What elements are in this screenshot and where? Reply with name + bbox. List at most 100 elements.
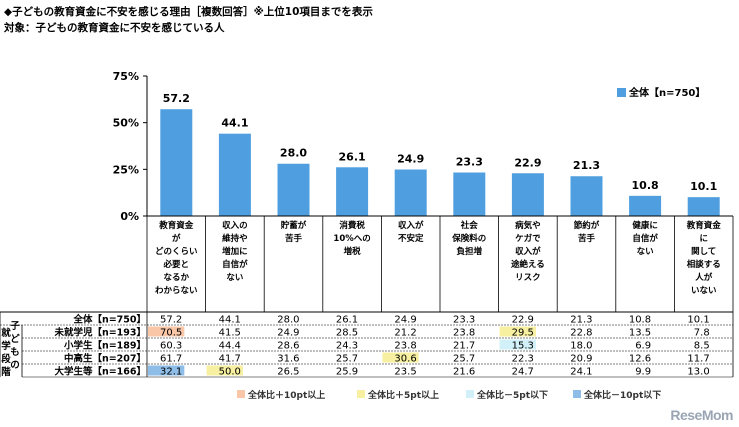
highlight-cell (148, 326, 185, 337)
table-cell: 32.1 (160, 367, 182, 378)
category-label: 教育資金に関して相談する人がいない (686, 220, 722, 296)
y-tick-label: 75% (113, 70, 139, 83)
table-cell: 24.3 (336, 341, 358, 352)
group-label-char: ど (10, 333, 20, 345)
table-row-label: 小学生【n=189】 (63, 340, 146, 352)
legend-box-label: 全体比－5pt以下 (476, 389, 548, 401)
table-cell: 25.7 (336, 354, 358, 365)
highlight-cell (206, 365, 243, 376)
table-cell: 21.7 (453, 341, 475, 352)
table-cell: 15.3 (512, 341, 534, 352)
bar (160, 109, 193, 216)
legend-box-label: 全体比－10pt以下 (583, 389, 661, 401)
table-row-label: 大学生等【n=166】 (54, 366, 146, 378)
category-label: 教育資金がどのくらい必要となるかわからない (155, 220, 198, 296)
bar-value-label: 10.8 (632, 179, 659, 192)
y-tick-label: 25% (113, 163, 139, 176)
table-cell: 61.7 (160, 354, 182, 365)
category-label: 社会保険料の負担増 (451, 220, 486, 257)
table-cell: 24.1 (570, 367, 592, 378)
table-cell: 50.0 (219, 367, 241, 378)
bar (277, 163, 310, 216)
legend-swatch (617, 88, 626, 97)
table-cell: 10.1 (687, 315, 709, 326)
table-cell: 9.9 (635, 367, 651, 378)
group-label-char: 階 (1, 366, 11, 378)
table-cell: 41.7 (219, 354, 241, 365)
table-cell: 22.8 (570, 328, 592, 339)
table-cell: 24.9 (277, 328, 299, 339)
table-cell: 26.5 (277, 367, 299, 378)
table-cell: 23.8 (453, 328, 475, 339)
table-cell: 31.6 (277, 354, 299, 365)
highlight-cell (499, 326, 536, 337)
table-cell: 8.5 (694, 341, 710, 352)
chart-title: ◆子どもの教育資金に不安を感じる理由［複数回答］※上位10項目までを表示 (4, 6, 373, 18)
table-cell: 57.2 (160, 315, 182, 326)
highlight-cell (499, 339, 536, 350)
bar (336, 167, 369, 216)
table-cell: 11.7 (687, 354, 709, 365)
table-cell: 25.7 (453, 354, 475, 365)
group-label-char: も (10, 347, 20, 358)
bar-value-label: 44.1 (221, 117, 248, 130)
bar-value-label: 22.9 (514, 156, 541, 169)
table-cell: 18.0 (570, 341, 592, 352)
bar-value-label: 21.3 (573, 159, 600, 172)
table-cell: 24.7 (512, 367, 534, 378)
bar (687, 197, 720, 216)
highlight-cell (148, 365, 185, 376)
table-cell: 28.5 (336, 328, 358, 339)
table-row-label: 中高生【n=207】 (64, 353, 146, 365)
y-tick-label: 0% (120, 210, 139, 223)
bar (453, 172, 486, 216)
category-label: 節約が苦手 (574, 220, 600, 244)
bar-value-label: 23.3 (456, 156, 483, 169)
legend-box-swatch (237, 390, 245, 398)
table-cell: 12.6 (629, 354, 651, 365)
table-cell: 22.3 (512, 354, 534, 365)
table-cell: 41.5 (219, 328, 241, 339)
table-cell: 22.9 (512, 315, 534, 326)
table-cell: 23.8 (394, 341, 416, 352)
table-cell: 7.8 (694, 328, 710, 339)
group-label-char: 子 (10, 321, 20, 332)
highlight-cell (382, 352, 419, 363)
bar-value-label: 28.0 (280, 147, 307, 160)
table-row-label: 全体【n=750】 (72, 314, 146, 326)
category-label: 貯蓄が苦手 (281, 220, 307, 244)
legend-box-swatch (357, 390, 365, 398)
table-cell: 21.3 (570, 315, 592, 326)
table-row-label: 未就学児【n=193】 (53, 327, 146, 339)
table-cell: 23.3 (453, 315, 475, 326)
table-cell: 28.6 (277, 341, 299, 352)
legend-box-swatch (466, 390, 474, 398)
chart-subtitle: 対象：子どもの教育資金に不安を感じている人 (4, 22, 225, 34)
table-cell: 21.2 (394, 328, 416, 339)
category-label: 健康に自信がない (632, 220, 658, 257)
table-cell: 26.1 (336, 315, 358, 326)
bar-value-label: 10.1 (690, 180, 717, 193)
table-cell: 30.6 (394, 354, 416, 365)
bar (629, 195, 662, 216)
table-cell: 20.9 (570, 354, 592, 365)
category-label: 収入が不安定 (398, 220, 424, 244)
legend-box-swatch (573, 390, 581, 398)
category-label: 病気やケガで収入が途絶えるリスク (511, 220, 545, 283)
group-label-char: 学 (1, 340, 11, 352)
legend-box-label: 全体比＋10pt以上 (247, 389, 325, 401)
table-cell: 13.5 (629, 328, 651, 339)
bar (570, 176, 603, 216)
table-cell: 10.8 (629, 315, 651, 326)
bar (511, 173, 544, 216)
table-cell: 13.0 (687, 367, 709, 378)
y-tick-label: 50% (113, 117, 139, 130)
group-label-char: 就 (1, 327, 11, 339)
table-cell: 6.9 (635, 341, 651, 352)
table-cell: 21.6 (453, 367, 475, 378)
resemom-watermark: ReseMom (670, 407, 733, 423)
table-cell: 24.9 (394, 315, 416, 326)
table-cell: 28.0 (277, 315, 299, 326)
bar-value-label: 26.1 (339, 150, 366, 163)
